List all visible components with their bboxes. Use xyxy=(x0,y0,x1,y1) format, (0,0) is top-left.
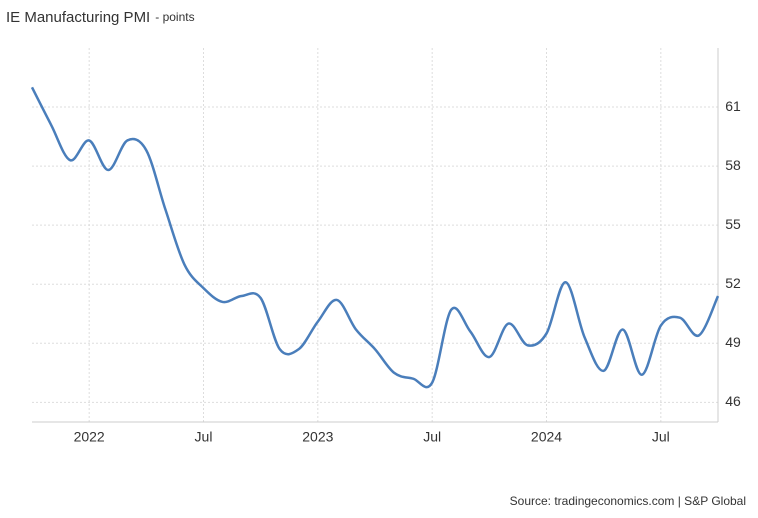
y-tick-label: 55 xyxy=(725,216,741,232)
y-tick-label: 52 xyxy=(725,275,741,291)
data-line xyxy=(30,86,720,389)
x-tick-label: Jul xyxy=(195,429,213,445)
x-tick-label: 2022 xyxy=(74,429,105,445)
x-tick-label: Jul xyxy=(652,429,670,445)
y-tick-label: 58 xyxy=(725,157,741,173)
y-tick-label: 61 xyxy=(725,98,741,114)
x-tick-label: 2023 xyxy=(302,429,333,445)
y-tick-label: 46 xyxy=(725,393,741,409)
chart-title: IE Manufacturing PMI - points xyxy=(6,9,195,26)
x-tick-label: 2024 xyxy=(531,429,562,445)
source: Source: tradingeconomics.com | S&P Globa… xyxy=(510,494,746,508)
x-tick-label: Jul xyxy=(423,429,441,445)
title: IE Manufacturing PMI xyxy=(6,9,150,26)
subtitle: - points xyxy=(155,10,194,24)
y-tick-label: 49 xyxy=(725,334,741,350)
